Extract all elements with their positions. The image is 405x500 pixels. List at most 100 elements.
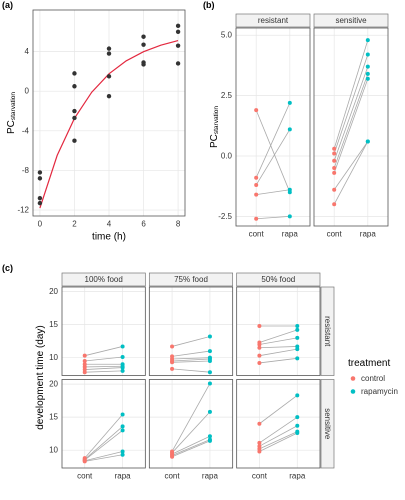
panel-background <box>236 28 310 226</box>
strip <box>61 272 146 287</box>
pair-line <box>333 141 369 205</box>
plot-border <box>32 9 186 217</box>
panel-label: (a) <box>2 0 13 10</box>
y-axis-title-main: PC <box>6 120 17 134</box>
panel-border <box>236 379 321 469</box>
panel-border <box>148 379 234 469</box>
point <box>207 349 212 354</box>
y-tick-label: 4 <box>25 47 30 56</box>
point <box>37 195 43 201</box>
point <box>257 342 262 347</box>
point <box>287 187 292 192</box>
x-tick-label: 0 <box>38 220 43 229</box>
point <box>295 430 300 435</box>
point <box>141 42 146 47</box>
panel-border <box>61 286 146 376</box>
x-tick-label: cont <box>77 472 93 481</box>
point <box>120 344 125 349</box>
y-tick-label: 2.5 <box>221 91 233 100</box>
point <box>82 358 87 363</box>
point <box>257 323 262 328</box>
point <box>295 415 300 420</box>
point <box>207 381 212 386</box>
legend-label: rapamycin <box>361 387 398 396</box>
point <box>207 434 212 439</box>
point <box>254 108 259 113</box>
legend-marker <box>350 376 356 381</box>
pair-line <box>259 329 298 343</box>
point <box>207 358 212 363</box>
point <box>120 428 125 433</box>
point <box>295 393 300 398</box>
point <box>175 23 181 29</box>
point <box>287 127 292 132</box>
point <box>332 158 337 163</box>
point <box>120 452 125 457</box>
x-tick-label: 2 <box>72 220 77 229</box>
strip <box>320 379 335 469</box>
point <box>207 438 212 443</box>
pair-line <box>84 426 123 460</box>
y-tick-label: -2.5 <box>218 212 232 221</box>
point <box>295 347 300 352</box>
pair-line <box>171 439 211 456</box>
point <box>141 62 146 67</box>
point <box>365 38 370 43</box>
pair-line <box>172 360 210 363</box>
panel-label: (c) <box>2 263 13 273</box>
strip <box>320 286 335 376</box>
point <box>257 360 262 365</box>
pair-line <box>259 346 298 349</box>
point <box>332 166 337 171</box>
point <box>82 353 87 358</box>
pair-line <box>256 215 290 220</box>
pair-line <box>171 336 211 347</box>
y-axis-title: development time (day) <box>35 325 46 430</box>
pair-line <box>255 129 291 186</box>
point <box>106 74 112 79</box>
x-tick-label: 6 <box>141 220 146 229</box>
panel-border <box>235 27 311 227</box>
point <box>332 151 337 156</box>
point <box>254 182 259 187</box>
x-axis-title: time (h) <box>92 232 126 243</box>
pair-line <box>255 109 291 193</box>
point <box>170 454 175 459</box>
pair-line <box>84 414 123 459</box>
pair-line <box>84 356 123 362</box>
x-tick-label: cont <box>327 230 343 239</box>
y-tick-label: 0.0 <box>221 151 233 160</box>
point <box>141 34 146 39</box>
point <box>254 192 259 197</box>
pair-line <box>333 73 369 169</box>
panel-border <box>313 27 389 227</box>
x-tick-label: 4 <box>107 220 112 229</box>
point <box>175 43 181 48</box>
point <box>37 200 43 206</box>
pair-line <box>333 141 369 191</box>
point <box>120 365 125 370</box>
point <box>295 423 300 428</box>
point <box>120 368 125 373</box>
y-axis-title-sub: starvation <box>213 106 220 135</box>
y-axis-title: PCstarvation <box>6 92 17 134</box>
y-tick-label: 15 <box>49 413 58 422</box>
point <box>257 353 262 358</box>
point <box>365 71 370 76</box>
point <box>257 440 262 445</box>
pair-line <box>333 78 369 174</box>
legend-label: control <box>361 374 385 383</box>
strip-label: 50% food <box>261 275 295 284</box>
point <box>72 84 77 89</box>
point <box>287 214 292 219</box>
point <box>170 344 175 349</box>
strip-label: sensitive <box>335 16 367 25</box>
pair-line <box>259 425 298 447</box>
panel-border <box>148 286 234 376</box>
pair-line <box>259 432 298 452</box>
point <box>120 412 125 417</box>
pair-line <box>259 431 298 450</box>
point <box>170 360 175 365</box>
panel-background <box>62 379 146 468</box>
point <box>332 146 337 151</box>
